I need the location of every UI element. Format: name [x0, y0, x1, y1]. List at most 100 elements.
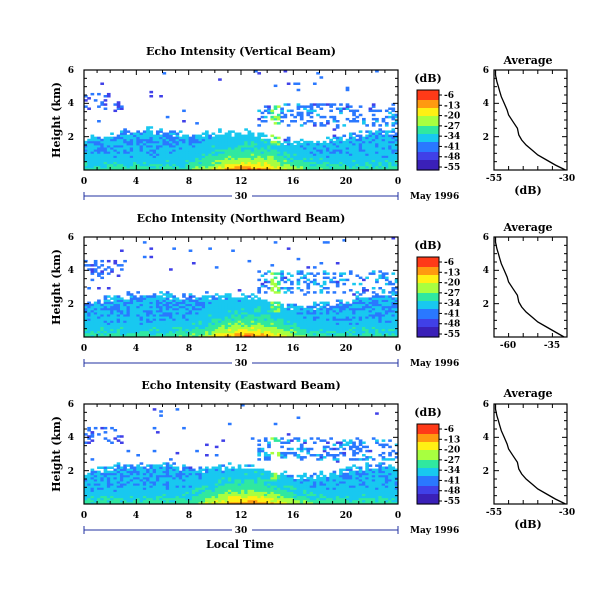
- heatmap-cell: [218, 159, 222, 163]
- heatmap-cell: [208, 322, 212, 325]
- heatmap-cell: [87, 334, 91, 337]
- colorbar-swatch: [417, 124, 439, 127]
- heatmap-cell: [332, 322, 337, 325]
- heatmap-cell: [178, 303, 183, 307]
- heatmap-cell: [283, 291, 288, 294]
- heatmap-cell: [276, 113, 281, 117]
- colorbar-swatch: [417, 273, 439, 276]
- heatmap-cell: [267, 314, 271, 317]
- heatmap-cell: [116, 318, 121, 321]
- heatmap-cell: [227, 136, 232, 140]
- heatmap-cell: [329, 109, 333, 113]
- heatmap-cell: [352, 117, 356, 121]
- heatmap-cell: [234, 297, 239, 300]
- heatmap-cell: [136, 142, 140, 146]
- heatmap-cell: [205, 309, 209, 313]
- heatmap-cell: [322, 147, 327, 150]
- heatmap-cell: [348, 307, 353, 311]
- heatmap-cell: [388, 167, 392, 170]
- heatmap-cell: [136, 140, 140, 144]
- heatmap-cell: [280, 309, 284, 313]
- heatmap-cell: [155, 322, 160, 325]
- heatmap-cell: [218, 295, 222, 298]
- heatmap-cell: [368, 330, 373, 334]
- heatmap-cell: [185, 155, 190, 158]
- heatmap-cell: [139, 499, 144, 503]
- heatmap-cell: [293, 149, 297, 152]
- heatmap-cell: [371, 117, 376, 121]
- heatmap-cell: [123, 470, 127, 474]
- heatmap-cell: [136, 326, 140, 330]
- heatmap-cell: [116, 105, 121, 108]
- heatmap-cell: [178, 481, 183, 484]
- heatmap-cell: [106, 328, 111, 332]
- heatmap-cell: [208, 165, 212, 169]
- heatmap-cell: [358, 151, 363, 154]
- heatmap-ticks: [83, 236, 399, 338]
- heatmap-cell: [306, 330, 311, 334]
- heatmap-cell: [381, 157, 386, 160]
- heatmap-cell: [371, 109, 376, 113]
- heatmap-cell: [129, 301, 134, 305]
- heatmap-cell: [326, 142, 330, 146]
- heatmap-cell: [306, 305, 311, 309]
- heatmap-cell: [100, 501, 105, 504]
- heatmap-cell: [188, 157, 193, 160]
- heatmap-cell: [355, 140, 360, 144]
- heatmap-cell: [283, 314, 288, 317]
- heatmap-cell: [378, 305, 383, 309]
- heatmap-cell: [312, 328, 317, 332]
- heatmap-cell: [119, 466, 124, 469]
- heatmap-cell: [195, 489, 199, 492]
- heatmap-cell: [394, 138, 398, 142]
- heatmap-cell: [195, 472, 199, 476]
- heatmap-cell: [335, 307, 340, 311]
- heatmap-cell: [191, 332, 196, 336]
- heatmap-cell: [155, 332, 160, 336]
- heatmap-cell: [97, 305, 101, 309]
- heatmap-cell: [231, 147, 235, 150]
- heatmap-cell: [123, 495, 127, 499]
- heatmap-cell: [113, 479, 118, 482]
- heatmap-cell: [381, 330, 386, 334]
- heatmap-cell: [87, 499, 91, 503]
- heatmap-cell: [129, 493, 134, 497]
- heatmap-cell: [129, 142, 134, 146]
- heatmap-cell: [90, 305, 95, 309]
- heatmap-cell: [358, 153, 363, 156]
- heatmap-cell: [221, 165, 226, 169]
- heatmap-cell: [306, 309, 311, 313]
- heatmap-cell: [234, 147, 239, 150]
- heatmap-cell: [205, 295, 209, 298]
- heatmap-cell: [342, 165, 347, 169]
- heatmap-cell: [182, 138, 186, 142]
- heatmap-cell: [375, 316, 379, 319]
- heatmap-cell: [133, 324, 137, 327]
- heatmap-cell: [136, 153, 140, 156]
- heatmap-cell: [306, 109, 311, 113]
- heatmap-cell: [260, 334, 265, 337]
- heatmap-cell: [129, 312, 134, 315]
- heatmap-cell: [84, 105, 88, 108]
- heatmap-cell: [113, 334, 118, 337]
- heatmap-cell: [126, 140, 131, 144]
- heatmap-cell: [303, 165, 307, 169]
- heatmap-cell: [165, 145, 170, 148]
- heatmap-cell: [103, 163, 108, 167]
- heatmap-cell: [172, 493, 176, 497]
- heatmap-cell: [119, 134, 124, 138]
- heatmap-cell: [339, 109, 343, 113]
- heatmap-cell: [332, 142, 337, 146]
- heatmap-cell: [188, 138, 193, 142]
- heatmap-cell: [152, 157, 157, 160]
- heatmap-cell: [162, 491, 167, 494]
- heatmap-cell: [201, 326, 206, 330]
- heatmap-cell: [129, 474, 134, 478]
- heatmap-cell: [162, 468, 167, 472]
- heatmap-cell: [188, 466, 193, 469]
- heatmap-cell: [159, 167, 163, 170]
- heatmap-cell: [260, 159, 265, 163]
- heatmap-cell: [267, 287, 271, 290]
- heatmap-cell: [136, 330, 140, 334]
- heatmap-cell: [110, 487, 114, 490]
